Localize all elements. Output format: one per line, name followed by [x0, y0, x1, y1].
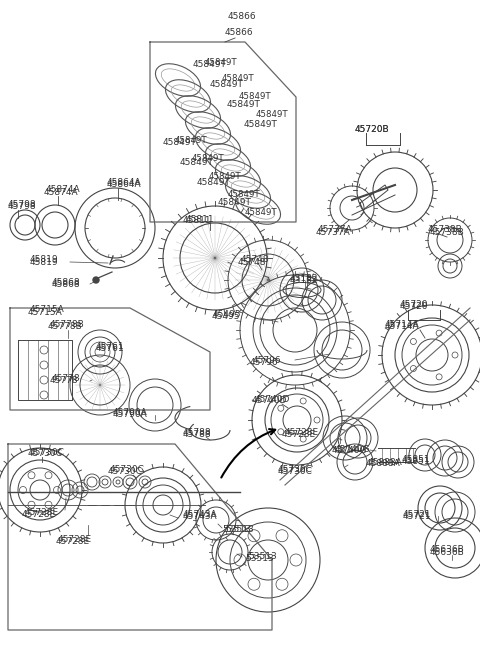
- Text: 45715A: 45715A: [30, 305, 65, 314]
- Text: 45495: 45495: [212, 312, 240, 321]
- Text: 45849T: 45849T: [175, 136, 208, 145]
- Text: 45849T: 45849T: [197, 178, 231, 187]
- Text: 45874A: 45874A: [46, 185, 81, 194]
- Text: 45720B: 45720B: [355, 125, 390, 134]
- Text: 45740D: 45740D: [255, 395, 290, 404]
- Text: 45849T: 45849T: [245, 208, 277, 217]
- Text: 45720B: 45720B: [355, 125, 390, 134]
- Text: 45849T: 45849T: [256, 110, 288, 119]
- Text: 45743A: 45743A: [183, 512, 217, 521]
- Text: 45888A: 45888A: [366, 459, 401, 468]
- Text: 45730C: 45730C: [30, 448, 65, 457]
- Text: 45738B: 45738B: [428, 225, 463, 234]
- Text: 45720: 45720: [400, 302, 429, 311]
- Text: 43182: 43182: [290, 274, 319, 283]
- Text: 45849T: 45849T: [180, 158, 214, 167]
- Text: 45849T: 45849T: [205, 58, 238, 67]
- Text: 45748: 45748: [238, 258, 266, 267]
- Text: 45636B: 45636B: [430, 545, 465, 554]
- Text: 45748: 45748: [241, 255, 269, 264]
- Text: 45819: 45819: [30, 255, 59, 264]
- Text: 45740D: 45740D: [252, 396, 288, 405]
- Text: 45730C: 45730C: [278, 465, 313, 474]
- Text: 45864A: 45864A: [107, 180, 142, 189]
- Text: 53513: 53513: [245, 554, 274, 563]
- Text: 45721: 45721: [403, 510, 432, 519]
- Text: 45851: 45851: [402, 455, 431, 464]
- Text: 45849T: 45849T: [222, 74, 254, 83]
- Text: 53513: 53513: [248, 552, 277, 561]
- Text: 45851: 45851: [402, 457, 431, 466]
- Text: 45868: 45868: [52, 280, 81, 289]
- Text: 45798: 45798: [8, 200, 36, 209]
- Text: 45849T: 45849T: [244, 120, 278, 129]
- Text: 45737A: 45737A: [316, 228, 351, 237]
- Text: 45728E: 45728E: [58, 535, 92, 544]
- Text: 45728E: 45728E: [282, 430, 316, 439]
- Text: 53513: 53513: [222, 525, 251, 534]
- Text: 45730C: 45730C: [28, 449, 63, 458]
- Text: 45866: 45866: [228, 12, 257, 21]
- Text: 45888A: 45888A: [368, 458, 403, 467]
- Text: 45788: 45788: [183, 428, 212, 437]
- Text: 45790A: 45790A: [113, 410, 148, 419]
- Text: 45849T: 45849T: [209, 172, 241, 181]
- Text: 45728E: 45728E: [22, 510, 56, 519]
- Text: 45737A: 45737A: [318, 225, 353, 234]
- Text: 45849T: 45849T: [228, 190, 261, 199]
- Text: 45798: 45798: [8, 202, 36, 211]
- Text: 45778B: 45778B: [48, 322, 83, 331]
- Text: 45849T: 45849T: [218, 198, 252, 207]
- Text: 45730C: 45730C: [278, 467, 313, 476]
- Text: 45743A: 45743A: [183, 510, 217, 519]
- Text: 45761: 45761: [96, 342, 125, 351]
- Text: 43182: 43182: [290, 276, 319, 285]
- Text: 45849T: 45849T: [193, 60, 227, 69]
- Text: 45868: 45868: [52, 278, 81, 287]
- Text: 45849T: 45849T: [192, 154, 225, 163]
- Text: 45778: 45778: [52, 374, 81, 383]
- Text: 45874A: 45874A: [44, 188, 79, 197]
- Text: 45730C: 45730C: [110, 465, 145, 474]
- Text: 45740G: 45740G: [335, 445, 371, 454]
- Text: 45849T: 45849T: [227, 100, 261, 109]
- Text: 45849T: 45849T: [163, 138, 197, 147]
- Text: 45811: 45811: [186, 215, 215, 224]
- Text: 45819: 45819: [30, 258, 59, 267]
- Text: 45495: 45495: [213, 310, 241, 319]
- Text: 45636B: 45636B: [430, 548, 465, 557]
- Text: 45866: 45866: [225, 28, 253, 37]
- Text: 45864A: 45864A: [107, 178, 142, 187]
- Text: 45714A: 45714A: [385, 320, 420, 329]
- Text: 45778B: 45778B: [50, 320, 85, 329]
- Text: 45728E: 45728E: [56, 537, 90, 546]
- Text: 45728E: 45728E: [25, 508, 59, 517]
- Text: 45715A: 45715A: [28, 308, 63, 317]
- Text: 45796: 45796: [253, 356, 282, 365]
- Text: 45811: 45811: [183, 216, 212, 225]
- Text: 45721: 45721: [403, 512, 432, 521]
- Circle shape: [93, 277, 99, 283]
- Text: 45720: 45720: [400, 300, 429, 309]
- Text: 45778: 45778: [50, 376, 79, 385]
- Text: 45796: 45796: [250, 358, 278, 367]
- Text: 45738B: 45738B: [430, 228, 465, 237]
- Text: 45730C: 45730C: [108, 467, 143, 476]
- Text: 45761: 45761: [96, 344, 125, 353]
- Text: 53513: 53513: [225, 525, 254, 534]
- Text: 45714A: 45714A: [385, 322, 420, 331]
- Text: 45728E: 45728E: [285, 428, 319, 437]
- Text: 45788: 45788: [183, 430, 212, 439]
- Text: 45740G: 45740G: [332, 446, 368, 455]
- Text: 45849T: 45849T: [239, 92, 272, 101]
- Text: 45849T: 45849T: [210, 80, 244, 89]
- Text: 45790A: 45790A: [113, 408, 148, 417]
